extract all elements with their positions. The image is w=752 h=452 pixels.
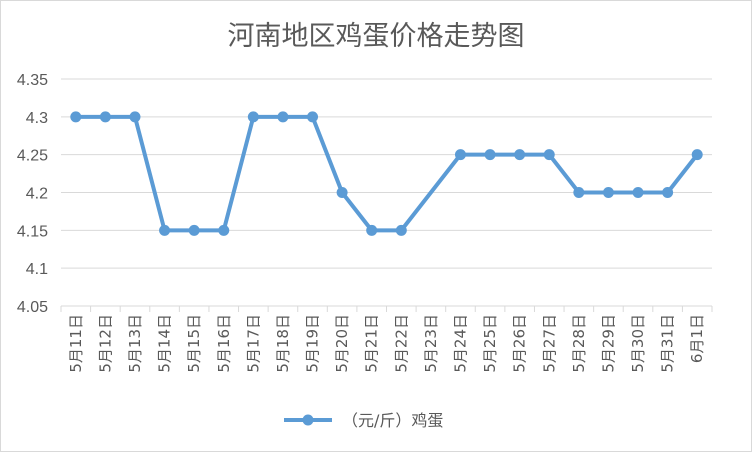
data-point	[484, 149, 496, 161]
data-point	[366, 224, 378, 236]
x-tick-label: 5月29日	[599, 314, 617, 373]
data-point	[573, 187, 585, 198]
data-point	[543, 149, 555, 161]
x-tick-label: 5月19日	[304, 314, 322, 373]
y-tick-label: 4.25	[17, 148, 48, 165]
x-tick-label: 5月23日	[422, 314, 440, 373]
data-point	[336, 187, 348, 198]
series-line-group	[70, 111, 703, 236]
x-tick-label: 5月27日	[540, 314, 558, 373]
data-point	[307, 111, 319, 123]
x-tick-label: 5月18日	[274, 314, 292, 373]
y-tick-label: 4.3	[26, 110, 48, 127]
legend: （元/斤）鸡蛋	[284, 411, 443, 430]
x-tick-label: 5月15日	[185, 314, 203, 373]
y-tick-label: 4.2	[26, 186, 48, 203]
data-point	[159, 224, 171, 236]
x-tick-label: 5月30日	[629, 314, 647, 373]
data-point	[514, 149, 526, 161]
data-point	[188, 224, 200, 236]
data-point	[662, 187, 674, 198]
data-point	[129, 111, 141, 123]
x-tick-label: 5月21日	[363, 314, 381, 373]
data-point	[70, 111, 82, 123]
data-point	[454, 149, 466, 161]
x-tick-label: 5月11日	[67, 314, 85, 373]
data-point	[602, 187, 614, 198]
y-axis-ticks: 4.05 4.1 4.15 4.2 4.25 4.3 4.35	[17, 72, 48, 316]
data-point	[218, 224, 230, 236]
x-tick-label: 6月1日	[688, 314, 706, 363]
x-tick-label: 5月17日	[244, 314, 262, 373]
x-tick-label: 5月24日	[451, 314, 469, 373]
data-point	[277, 111, 289, 123]
chart-title: 河南地区鸡蛋价格走势图	[227, 21, 525, 52]
x-tick-label: 5月31日	[659, 314, 677, 373]
x-tick-label: 5月12日	[96, 314, 114, 373]
x-axis: 5月11日 5月12日 5月13日 5月14日 5月15日 5月16日 5月17日 5月18日…	[60, 305, 713, 373]
x-tick-label: 5月28日	[570, 314, 588, 373]
x-tick-label: 5月25日	[481, 314, 499, 373]
x-tick-label: 5月22日	[392, 314, 410, 373]
x-tick-label: 5月16日	[215, 314, 233, 373]
y-tick-label: 4.15	[17, 223, 48, 240]
y-tick-label: 4.05	[17, 299, 48, 316]
data-point	[632, 187, 644, 198]
x-tick-label: 5月13日	[126, 314, 144, 373]
series-line-0	[73, 114, 700, 233]
data-point	[691, 149, 703, 161]
data-point	[99, 111, 111, 123]
x-tick-label: 5月26日	[511, 314, 529, 373]
y-tick-label: 4.1	[26, 261, 48, 278]
x-tick-label: 5月20日	[333, 314, 351, 373]
y-tick-label: 4.35	[17, 72, 48, 89]
legend-label: （元/斤）鸡蛋	[342, 411, 443, 430]
legend-marker-swatch	[302, 414, 314, 426]
x-tick-label: 5月14日	[156, 314, 174, 373]
data-point	[395, 224, 407, 236]
data-point	[247, 111, 259, 123]
